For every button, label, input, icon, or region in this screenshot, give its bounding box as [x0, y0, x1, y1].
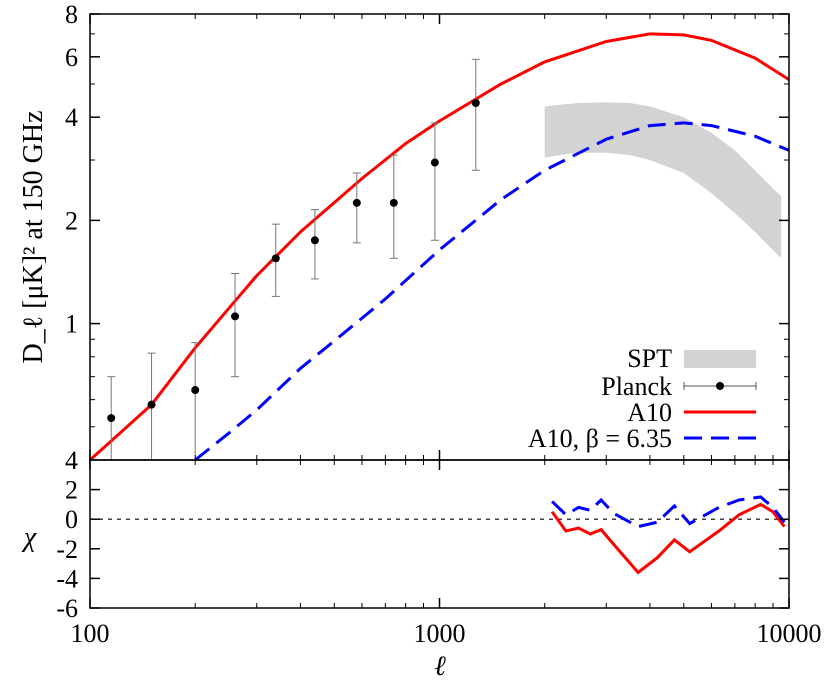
top-plot-area [90, 32, 789, 460]
a10-line [90, 32, 789, 460]
x-tick-label: 10000 [757, 619, 822, 648]
y-tick-label: 2 [65, 206, 78, 235]
y-tick-label: 8 [65, 0, 78, 29]
top-y-axis-label: D_ℓ [μK]² at 150 GHz [18, 111, 49, 364]
bottom-y-axis-label: χ [21, 522, 37, 553]
y-tick-label: -4 [56, 564, 78, 593]
y-tick-label: 1 [65, 310, 78, 339]
legend-swatch-point [716, 382, 724, 390]
planck-point [107, 414, 116, 423]
legend-label: Planck [601, 372, 672, 401]
planck-point [310, 236, 319, 245]
x-tick-label: 100 [71, 619, 110, 648]
bottom-y-ticks: -6-4-202 [56, 476, 789, 623]
legend-label: A10, β = 6.35 [528, 424, 672, 453]
x-axis-label: ℓ [434, 651, 446, 681]
planck-point [147, 400, 156, 409]
y-tick-label: 0 [65, 505, 78, 534]
legend-label: SPT [627, 344, 672, 373]
chi-a10-beta-line [551, 495, 786, 529]
planck-point [430, 158, 439, 167]
bottom-panel: -6-4-202 100 1000 10000 [56, 459, 822, 648]
y-tick-label: 2 [65, 476, 78, 505]
y-tick-label: 4 [65, 446, 78, 475]
y-tick-label: 6 [65, 43, 78, 72]
planck-point [231, 312, 240, 321]
bottom-frame [89, 459, 790, 609]
y-tick-label: 4 [65, 103, 78, 132]
a10-beta-line [194, 121, 789, 460]
planck-point [471, 99, 480, 108]
planck-point [191, 386, 200, 395]
legend-label: A10 [627, 398, 672, 427]
chi-a10-line [550, 502, 786, 575]
top-x-ticks [89, 14, 790, 460]
planck-point [352, 198, 361, 207]
top-y-ticks: 1 2 4 6 8 4 [65, 0, 789, 475]
planck-point [389, 198, 398, 207]
bottom-x-ticks: 100 1000 10000 [71, 460, 822, 648]
x-tick-label: 1000 [414, 619, 466, 648]
y-tick-label: -6 [56, 594, 78, 623]
legend-swatch-spt [684, 350, 756, 368]
bottom-plot-area [90, 495, 789, 575]
planck-point [271, 254, 280, 263]
y-tick-label: -2 [56, 535, 78, 564]
